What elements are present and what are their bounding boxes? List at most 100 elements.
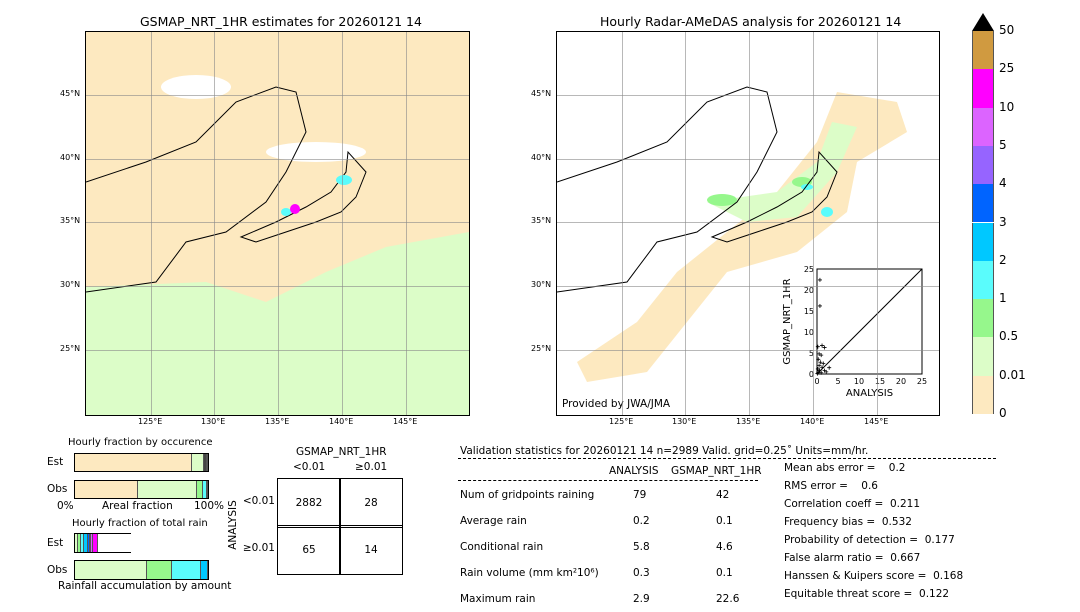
colorbar-tick: 0.5	[999, 329, 1019, 344]
colorbar-segment	[972, 107, 994, 146]
gridline-lat	[86, 350, 469, 351]
bar-segment	[206, 454, 208, 471]
cell-hit: 14	[339, 525, 403, 575]
lon-tick: 140°E	[329, 417, 354, 426]
gridline-lat	[557, 286, 939, 287]
scatter-point	[817, 363, 822, 368]
stat-gsmap: 22.6	[716, 593, 740, 605]
scatter-point	[819, 353, 824, 358]
stat-label: Rain volume (mm km²10⁶)	[460, 567, 599, 579]
est-label: Est	[47, 456, 64, 468]
lat-tick: 25°N	[60, 344, 81, 353]
bar-segment	[80, 534, 84, 552]
light-rain-area	[86, 232, 469, 415]
scatter-point	[817, 277, 822, 282]
colorbar-segment	[972, 299, 994, 338]
occurrence-title: Hourly fraction by occurence	[68, 437, 213, 448]
no-data-area	[266, 142, 366, 162]
lon-tick: 130°E	[672, 417, 697, 426]
colorbar-tick: 3	[999, 214, 1007, 229]
scatter-point	[820, 365, 825, 370]
score-line: Correlation coeff = 0.211	[784, 498, 920, 510]
bar-segment	[146, 561, 173, 579]
bar-segment	[75, 454, 193, 471]
lon-tick: 140°E	[800, 417, 825, 426]
rain-area	[707, 194, 737, 206]
x-tick: 15	[875, 377, 885, 386]
stat-analysis: 0.3	[633, 567, 650, 579]
coastline	[86, 86, 307, 293]
lat-tick: 30°N	[60, 280, 81, 289]
bar-segment	[172, 561, 202, 579]
gridline-lon	[813, 32, 814, 415]
lat-tick: 30°N	[531, 280, 552, 289]
rain-est-bar	[74, 533, 131, 553]
scatter-point	[817, 351, 822, 356]
rain-area	[336, 175, 352, 185]
gridline-lon	[622, 32, 623, 415]
bar-segment	[75, 561, 147, 579]
colorbar-segment	[972, 337, 994, 376]
score-line: RMS error = 0.6	[784, 480, 878, 492]
bar-segment	[197, 481, 203, 498]
map-features	[86, 75, 469, 415]
colorbar-segment	[972, 260, 994, 300]
score-line: Equitable threat score = 0.122	[784, 588, 950, 600]
left-map-title: GSMAP_NRT_1HR estimates for 20260121 14	[140, 14, 422, 29]
gridline-lon	[342, 32, 343, 415]
scatter-point	[822, 345, 827, 350]
scatter-point	[820, 343, 825, 348]
colorbar-segment	[972, 184, 994, 223]
cell-false-alarm: 28	[339, 478, 403, 528]
col-analysis: ANALYSIS	[609, 465, 659, 477]
right-map-title: Hourly Radar-AMeDAS analysis for 2026012…	[600, 14, 902, 29]
occurrence-obs-bar	[74, 480, 209, 499]
scatter-point	[827, 365, 832, 370]
stat-analysis: 2.9	[633, 593, 650, 605]
rain-accum-label: Rainfall accumulation by amount	[58, 580, 232, 592]
y-axis-label: GSMAP_NRT_1HR	[782, 278, 793, 364]
japan-coastline	[239, 150, 367, 243]
lon-tick: 130°E	[201, 417, 226, 426]
bar-segment	[89, 534, 91, 552]
gridline-lon	[685, 32, 686, 415]
y-tick: 15	[804, 307, 814, 316]
diagonal-line	[816, 268, 923, 375]
stat-gsmap: 0.1	[716, 567, 733, 579]
colorbar-segment	[972, 31, 994, 70]
rain-area	[821, 207, 833, 217]
scatter-point	[817, 303, 822, 308]
bar-segment	[83, 534, 89, 552]
cell-hit-none: 2882	[277, 478, 341, 528]
colorbar-segment	[972, 145, 994, 185]
bar-segment	[90, 534, 94, 552]
colorbar-extend-arrow	[972, 13, 994, 31]
lon-tick: 125°E	[138, 417, 163, 426]
colorbar-tick: 50	[999, 23, 1015, 37]
gridline-lat	[86, 159, 469, 160]
scatter-point	[815, 371, 820, 376]
heavy-rain-spot	[290, 204, 300, 214]
lat-tick: 25°N	[531, 344, 552, 353]
gridline-lat	[557, 222, 939, 223]
stat-analysis: 0.2	[633, 515, 650, 527]
bar-segment	[88, 534, 90, 552]
divider	[458, 458, 996, 459]
data-credit: Provided by JWA/JMA	[562, 398, 671, 410]
scatter-point	[817, 368, 822, 373]
colorbar-segment	[972, 375, 994, 414]
gsmap-estimate-map	[85, 31, 470, 416]
gridline-lon	[214, 32, 215, 415]
scatter-point	[821, 361, 826, 366]
bar-segment	[206, 481, 208, 498]
gridline-lon	[749, 32, 750, 415]
colorbar-tick: 0.01	[999, 367, 1026, 382]
gridline-lat	[557, 159, 939, 160]
light-rain-area	[707, 122, 857, 222]
scatter-point	[824, 369, 829, 374]
x-tick: 10	[854, 377, 864, 386]
y-tick: 5	[809, 349, 814, 358]
japan-coastline	[710, 150, 838, 243]
row-title: ANALYSIS	[227, 500, 239, 550]
colorbar-tick: 0	[999, 406, 1007, 420]
